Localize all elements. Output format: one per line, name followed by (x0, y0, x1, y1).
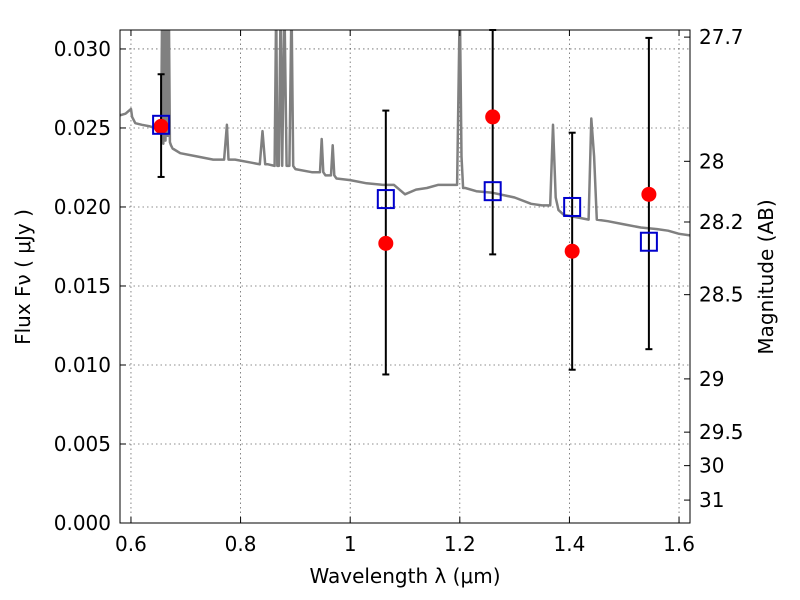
y2-tick-label: 28.5 (699, 283, 744, 307)
x-tick-label: 1.2 (444, 532, 476, 556)
model-point (483, 181, 502, 202)
tick-layer: 0.6 0.8 1 1.2 1.4 1.6 0.000 0.005 0.010 0.015 0.02… (54, 25, 744, 556)
y-tick-label: 0.000 (54, 511, 111, 535)
spectrum-layer (120, 30, 690, 237)
model-point (639, 231, 658, 252)
y-tick-label: 0.010 (54, 353, 111, 377)
y2-tick-label: 30 (699, 454, 724, 478)
plot-frame (119, 29, 691, 524)
spectrum-line (120, 30, 690, 237)
x-tick-label: 1 (344, 532, 357, 556)
y2-axis-title: Magnitude (AB) (754, 199, 778, 354)
grid-layer (120, 30, 690, 523)
observed-point (485, 109, 501, 125)
frame-layer (119, 29, 691, 524)
model-point (376, 189, 395, 210)
observed-point (641, 186, 657, 202)
x-tick-label: 1.6 (663, 532, 695, 556)
y-axis-title: Flux Fν ( μJy ) (11, 209, 35, 345)
y-tick-label: 0.030 (54, 37, 111, 61)
observed-point (564, 243, 580, 259)
y-tick-label: 0.015 (54, 274, 111, 298)
y2-tick-label: 27.7 (699, 25, 744, 49)
y2-tick-label: 31 (699, 488, 724, 512)
y-tick-label: 0.025 (54, 116, 111, 140)
y-tick-label: 0.005 (54, 432, 111, 456)
errorbar-layer (157, 29, 653, 376)
model-point (152, 114, 171, 135)
x-axis-title: Wavelength λ (μm) (309, 564, 500, 588)
y2-tick-label: 29.5 (699, 420, 744, 444)
x-tick-label: 0.6 (115, 532, 147, 556)
x-tick-label: 0.8 (225, 532, 257, 556)
x-tick-label: 1.4 (554, 532, 586, 556)
model-point (563, 196, 582, 217)
observed-point (378, 235, 394, 251)
y2-tick-label: 28 (699, 149, 724, 173)
y2-tick-label: 29 (699, 367, 724, 391)
y2-tick-label: 28.2 (699, 210, 744, 234)
y-tick-label: 0.020 (54, 195, 111, 219)
points-layer (152, 109, 658, 259)
observed-point (153, 118, 169, 134)
